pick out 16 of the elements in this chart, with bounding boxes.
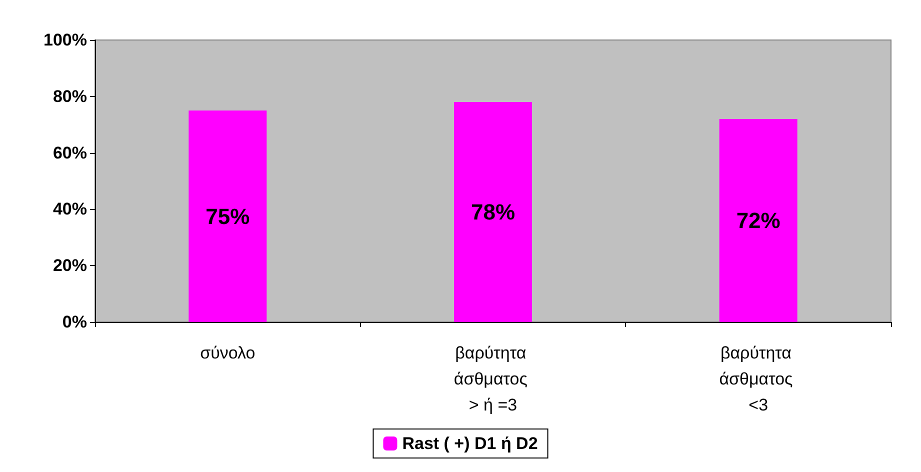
y-tick-label: 100% bbox=[44, 30, 87, 50]
y-tick-label: 60% bbox=[52, 143, 87, 162]
data-label: 75% bbox=[206, 204, 250, 229]
data-label: 72% bbox=[736, 208, 780, 233]
y-tick-label: 20% bbox=[52, 256, 87, 276]
x-tick-label: βαρύτητα άσθματος > ή =3 bbox=[454, 344, 532, 414]
bar bbox=[719, 118, 798, 322]
bar bbox=[188, 110, 267, 322]
legend-label: Rast ( +) D1 ή D2 bbox=[402, 434, 538, 453]
data-label: 78% bbox=[470, 200, 516, 225]
x-tick-label: βαρύτητα άσθματος <3 bbox=[719, 344, 798, 414]
y-tick-label: 40% bbox=[52, 200, 87, 219]
y-tick-label: 0% bbox=[62, 312, 87, 332]
x-tick-label: σύνολο bbox=[200, 344, 256, 362]
bar bbox=[454, 102, 532, 322]
y-tick-label: 80% bbox=[52, 86, 87, 106]
